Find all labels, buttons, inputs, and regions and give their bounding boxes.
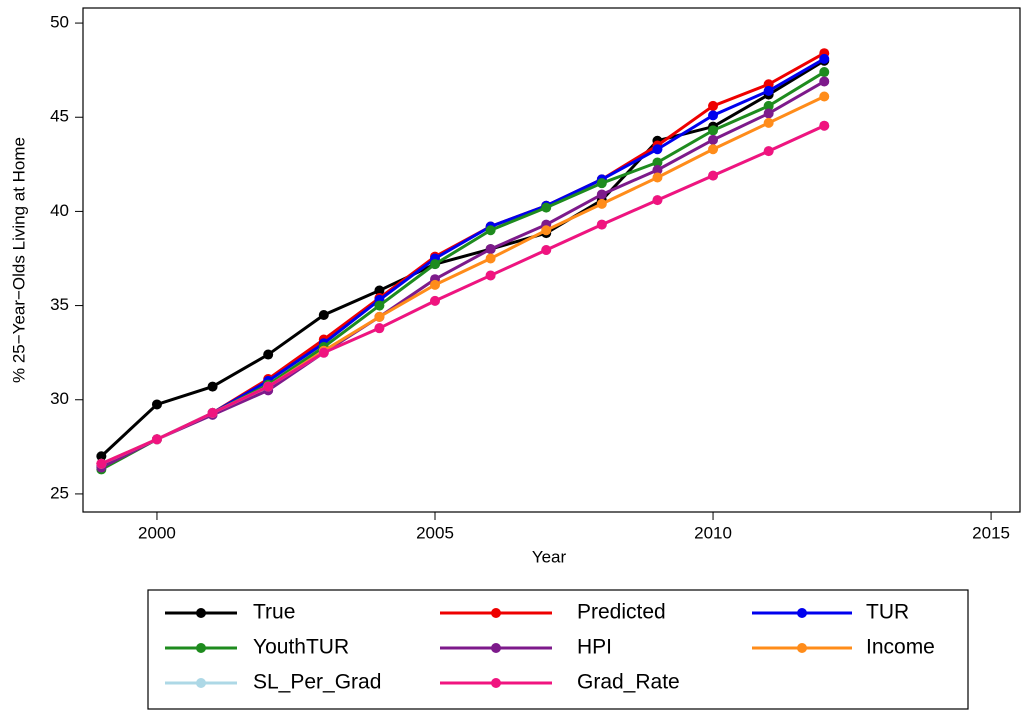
data-point	[96, 458, 107, 469]
legend-marker	[491, 643, 501, 653]
data-point	[374, 285, 385, 296]
y-tick-label: 40	[50, 201, 69, 220]
data-point	[708, 100, 719, 111]
data-point	[430, 259, 441, 270]
legend-marker	[196, 678, 206, 688]
data-point	[596, 178, 607, 189]
data-point	[541, 245, 552, 256]
legend-label: TUR	[866, 601, 909, 624]
data-point	[763, 117, 774, 128]
x-tick-label: 2010	[694, 523, 732, 542]
y-axis-label: % 25−Year−Olds Living at Home	[9, 137, 28, 383]
x-tick-label: 2005	[416, 523, 454, 542]
x-axis-label: Year	[532, 547, 567, 566]
data-point	[374, 311, 385, 322]
y-tick-label: 50	[50, 13, 69, 32]
data-point	[652, 195, 663, 206]
data-point	[485, 244, 496, 255]
data-point	[708, 134, 719, 145]
data-point	[819, 67, 830, 78]
y-tick-label: 25	[50, 483, 69, 502]
data-point	[819, 53, 830, 64]
data-point	[763, 85, 774, 96]
data-point	[318, 347, 329, 358]
legend-label: YouthTUR	[253, 636, 349, 659]
y-tick-label: 30	[50, 389, 69, 408]
data-point	[819, 76, 830, 87]
legend-label: HPI	[577, 636, 612, 659]
data-point	[374, 300, 385, 311]
data-point	[151, 399, 162, 410]
data-point	[763, 146, 774, 157]
data-point	[96, 451, 107, 462]
data-point	[207, 407, 218, 418]
series-line	[100, 57, 826, 468]
data-point	[374, 323, 385, 334]
y-tick-label: 35	[50, 295, 69, 314]
legend-marker	[797, 643, 807, 653]
data-point	[596, 198, 607, 209]
x-tick-label: 2015	[972, 523, 1010, 542]
data-point	[819, 120, 830, 131]
legend-label: Predicted	[577, 601, 666, 624]
data-point	[485, 253, 496, 264]
legend-box	[147, 589, 969, 710]
data-point	[596, 219, 607, 230]
data-point	[652, 144, 663, 155]
y-tick-label: 45	[50, 107, 69, 126]
data-point	[430, 279, 441, 290]
legend-marker	[797, 608, 807, 618]
data-point	[485, 225, 496, 236]
legend-marker	[491, 678, 501, 688]
data-point	[151, 434, 162, 445]
legend-label: Grad_Rate	[577, 671, 680, 694]
data-point	[207, 381, 218, 392]
data-point	[652, 172, 663, 183]
data-point	[708, 125, 719, 136]
data-point	[318, 309, 329, 320]
data-point	[708, 170, 719, 181]
data-point	[763, 108, 774, 119]
series-line	[100, 80, 826, 469]
legend-label: Income	[866, 636, 935, 659]
data-point	[263, 381, 274, 392]
data-point	[708, 110, 719, 121]
series-line	[100, 124, 825, 466]
data-point	[541, 202, 552, 213]
plot-frame	[82, 7, 1021, 513]
data-point	[708, 144, 719, 155]
series-line	[100, 59, 826, 458]
legend-label: SL_Per_Grad	[253, 671, 381, 694]
data-point	[430, 295, 441, 306]
legend-marker	[196, 608, 206, 618]
legend-marker	[491, 608, 501, 618]
legend-marker	[196, 643, 206, 653]
data-point	[763, 100, 774, 111]
data-point	[596, 189, 607, 200]
data-point	[819, 91, 830, 102]
x-tick-label: 2000	[138, 523, 176, 542]
legend-label: True	[253, 601, 295, 624]
data-point	[652, 157, 663, 168]
data-point	[263, 349, 274, 360]
data-point	[652, 164, 663, 175]
data-point	[485, 270, 496, 281]
data-point	[541, 225, 552, 236]
